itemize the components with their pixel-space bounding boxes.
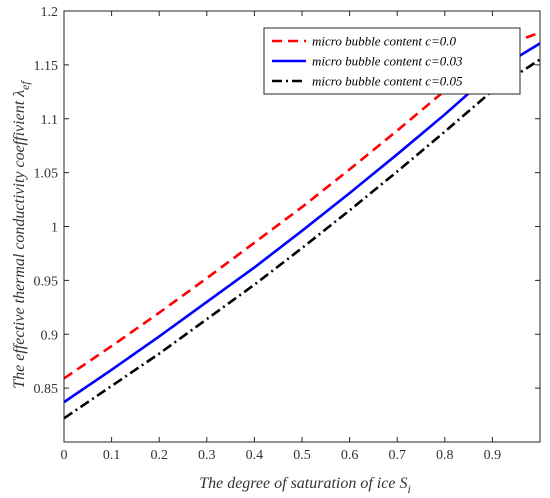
x-tick-label: 0.4 [246,448,264,463]
x-tick-label: 0.5 [293,448,311,463]
x-tick-label: 0.3 [198,448,216,463]
x-tick-label: 0 [61,448,68,463]
y-tick-label: 0.95 [34,274,59,289]
x-tick-label: 0.2 [150,448,168,463]
y-tick-label: 0.85 [34,382,59,397]
axes: 0 0.1 0.2 0.3 0.4 0.5 0.6 0.7 0.8 0.9 0.85 0.9 0.95 1… [34,5,541,463]
x-tick-label: 0.9 [484,448,502,463]
y-tick-label: 1.1 [41,113,59,128]
legend-label-0: micro bubble content c=0.0 [312,34,457,49]
y-tick-label: 1.2 [41,5,59,20]
series-line-1 [63,42,541,404]
legend-label-1: micro bubble content c=0.03 [312,54,463,69]
x-axis-title: The degree of saturation of ice Si [199,475,411,496]
x-axis-title-text: The degree of saturation of ice S [199,475,407,492]
y-axis-title-subscript: ef [18,80,32,90]
svg-text:The degree of saturation of ic: The degree of saturation of ice Si [199,475,411,496]
series-line-2 [63,58,541,420]
x-tick-label: 0.7 [388,448,406,463]
y-axis-title-text: The effective thermal conductivity coeff… [11,90,28,389]
y-axis-title: The effective thermal conductivity coeff… [11,80,32,389]
svg-text:The effective thermal conducti: The effective thermal conductivity coeff… [11,80,32,389]
legend-label-2: micro bubble content c=0.05 [312,74,463,89]
y-tick-label: 1 [51,221,58,236]
legend: micro bubble content c=0.0 micro bubble c… [263,27,521,95]
y-tick-label: 1.15 [34,59,59,74]
y-tick-label: 1.05 [34,167,59,182]
x-axis-title-subscript: i [407,482,410,496]
x-tick-label: 0.1 [103,448,121,463]
x-tick-label: 0.8 [436,448,454,463]
y-tick-label: 0.9 [41,328,59,343]
x-tick-label: 0.6 [341,448,359,463]
legend-box [263,27,521,95]
